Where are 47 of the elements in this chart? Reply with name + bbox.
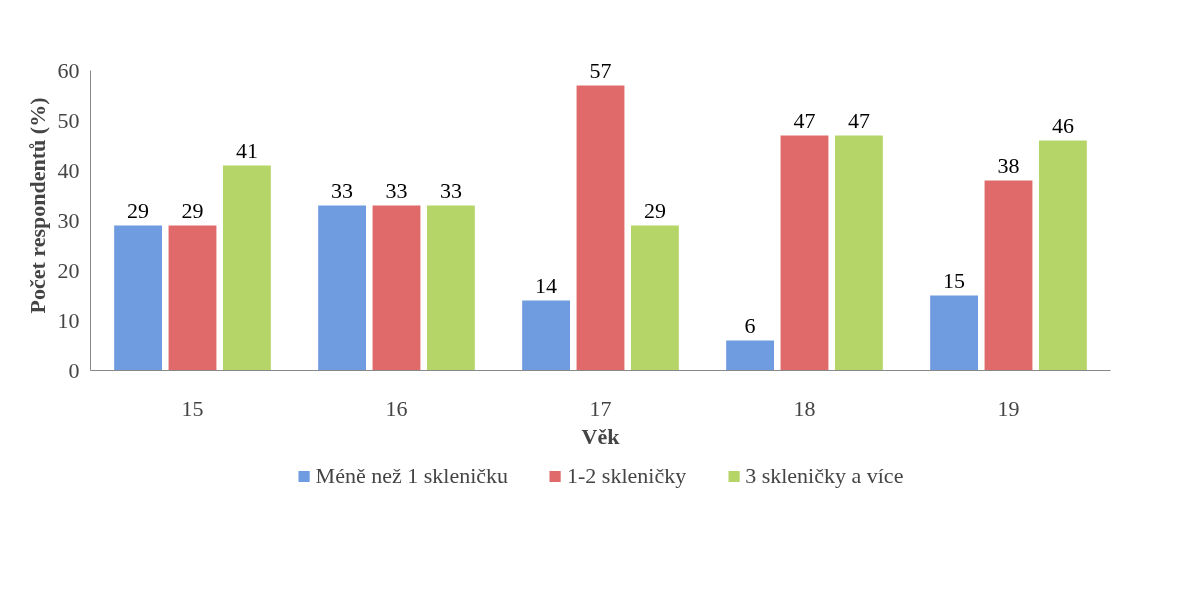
bar (576, 85, 625, 371)
bar (930, 295, 979, 371)
x-axis-title: Věk (581, 423, 621, 449)
bar (630, 225, 679, 371)
y-tick-label: 30 (57, 207, 80, 233)
y-axis-title: Počet respondentů (%) (24, 97, 50, 314)
data-label: 57 (589, 57, 612, 83)
bar (168, 225, 217, 371)
y-tick-label: 60 (57, 57, 80, 83)
bar (834, 135, 883, 371)
bar (780, 135, 829, 371)
bar (114, 225, 163, 371)
bar (522, 300, 571, 371)
data-label: 29 (127, 197, 150, 223)
y-tick-label: 50 (57, 107, 80, 133)
data-label: 33 (385, 177, 408, 203)
data-label: 47 (793, 107, 816, 133)
data-label: 15 (943, 267, 966, 293)
bar (426, 205, 475, 371)
y-tick-label: 40 (57, 157, 80, 183)
bar (984, 180, 1033, 371)
data-label: 29 (643, 197, 666, 223)
x-tick-label: 19 (997, 395, 1020, 421)
y-tick-label: 10 (57, 307, 80, 333)
data-label: 47 (847, 107, 870, 133)
data-label: 38 (997, 152, 1020, 178)
data-label: 33 (439, 177, 462, 203)
data-label: 6 (744, 312, 756, 338)
x-tick-label: 15 (181, 395, 204, 421)
legend-label: 3 skleničky a více (745, 463, 904, 489)
x-tick-label: 18 (793, 395, 816, 421)
legend-label: 1-2 skleničky (567, 463, 687, 489)
x-tick-label: 17 (589, 395, 612, 421)
data-label: 29 (181, 197, 204, 223)
bar (222, 165, 271, 371)
bar (726, 340, 775, 371)
legend-label: Méně než 1 skleničku (315, 463, 509, 489)
bar (318, 205, 367, 371)
data-label: 46 (1051, 112, 1074, 138)
x-tick-label: 16 (385, 395, 408, 421)
data-label: 14 (535, 272, 558, 298)
data-label: 33 (331, 177, 354, 203)
bar (1038, 140, 1087, 371)
bar (372, 205, 421, 371)
y-tick-label: 0 (68, 357, 80, 383)
y-tick-label: 20 (57, 257, 80, 283)
data-label: 41 (235, 137, 258, 163)
